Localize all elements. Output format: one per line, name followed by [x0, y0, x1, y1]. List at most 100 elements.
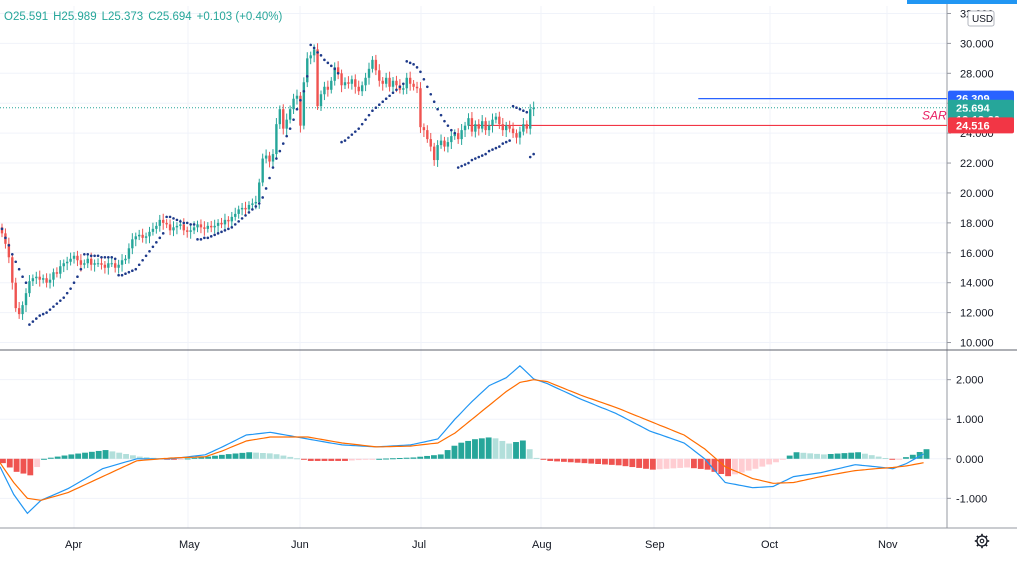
histogram-bar — [198, 457, 205, 459]
sar-dot — [432, 100, 436, 104]
sar-dot — [360, 122, 364, 126]
candle-body — [285, 119, 288, 129]
histogram-bar — [472, 439, 478, 459]
candle-body — [347, 82, 350, 84]
sar-dot — [498, 145, 501, 148]
candle-body — [395, 80, 398, 86]
sar-dot — [158, 236, 162, 240]
histogram-bar — [75, 453, 82, 459]
histogram-bar — [431, 455, 437, 459]
candle-body — [144, 236, 148, 238]
histogram-bar — [342, 458, 348, 461]
sar-dot — [436, 107, 439, 111]
candle-body — [69, 258, 72, 262]
candle-body — [515, 133, 518, 138]
candle-body — [412, 83, 415, 87]
month-label: Jun — [291, 539, 309, 551]
histogram-bar — [294, 458, 301, 460]
candle-body — [172, 227, 175, 231]
candle-body — [336, 67, 340, 74]
histogram-bar — [123, 453, 129, 459]
candle-body — [127, 248, 131, 259]
sar-dot — [374, 106, 378, 110]
candle-body — [38, 276, 41, 280]
sar-dot — [247, 211, 251, 214]
histogram-bar — [608, 458, 615, 465]
gear-hub-icon — [979, 538, 985, 544]
candle-body — [83, 263, 86, 265]
sar-dot — [463, 163, 467, 166]
histogram-bar — [88, 451, 95, 459]
sar-dot — [402, 82, 405, 86]
candle-body — [360, 85, 364, 92]
sar-dot — [371, 109, 374, 112]
histogram-bar — [458, 442, 465, 459]
candle-body — [254, 201, 258, 204]
histogram-bar — [465, 440, 472, 459]
histogram-bar — [335, 458, 342, 461]
candle-body — [120, 260, 124, 265]
sar-dot — [264, 187, 268, 190]
histogram-bar — [684, 458, 690, 468]
settings-gear-icon[interactable] — [976, 535, 988, 547]
sar-dot — [151, 245, 155, 249]
candle-body — [343, 82, 347, 86]
sar-dot — [381, 100, 385, 104]
sar-dot — [131, 269, 134, 273]
sar-dot — [59, 299, 62, 302]
histogram-bar — [718, 458, 725, 475]
candle-body — [96, 263, 100, 265]
sar-dot — [518, 107, 522, 111]
candle-body — [52, 272, 55, 280]
candle-body — [484, 121, 487, 131]
ohlc-change: +0.103 (+0.40%) — [196, 11, 283, 23]
sar-dot — [278, 149, 282, 153]
candle-body — [213, 225, 216, 228]
candle-body — [295, 95, 299, 99]
histogram-bar — [581, 458, 588, 464]
sar-dot — [7, 244, 11, 247]
histogram-bar — [766, 458, 773, 465]
candle-body — [405, 77, 408, 89]
histogram-bar — [301, 458, 307, 460]
candle-body — [494, 116, 498, 120]
candle-body — [371, 59, 374, 69]
histogram-bar — [383, 458, 389, 460]
candle-body — [350, 79, 354, 84]
sar-dot — [364, 118, 367, 121]
candle-body — [155, 225, 158, 229]
sar-dot — [134, 267, 138, 271]
histogram-bar — [328, 458, 335, 461]
candle-body — [312, 49, 316, 56]
candle-body — [175, 225, 179, 228]
histogram-bar — [102, 450, 109, 459]
candle-body — [182, 224, 185, 231]
macd-tick-label: 0.000 — [956, 454, 984, 466]
month-label: May — [179, 539, 200, 551]
candle-body — [367, 68, 371, 78]
candle-body — [148, 231, 151, 237]
candle-body — [35, 276, 38, 279]
candle-body — [79, 260, 83, 265]
candle-body — [162, 219, 165, 223]
candle-body — [192, 227, 196, 231]
histogram-bar — [588, 458, 595, 464]
histogram-bar — [177, 458, 184, 460]
candle-body — [251, 203, 254, 205]
histogram-bar — [191, 457, 198, 459]
sar-dot — [144, 254, 148, 258]
sar-dot — [93, 254, 96, 258]
sar-dot — [206, 236, 210, 240]
sar-dot — [223, 229, 227, 232]
sar-dot — [323, 58, 326, 62]
candle-body — [525, 124, 528, 129]
histogram-bar — [239, 452, 246, 459]
histogram-bar — [273, 454, 280, 459]
sar-dot — [474, 157, 477, 160]
histogram-bar — [841, 453, 848, 459]
sar-dot — [309, 43, 313, 47]
histogram-bar — [848, 452, 855, 459]
histogram-bar — [882, 457, 889, 459]
sar-dot — [347, 136, 350, 139]
